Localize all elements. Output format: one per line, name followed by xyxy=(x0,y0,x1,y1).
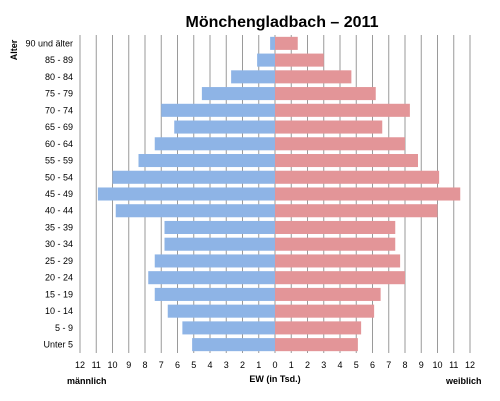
x-tick-label: 10 xyxy=(432,360,442,370)
bar-female xyxy=(275,170,440,184)
x-tick-label: 3 xyxy=(321,360,326,370)
bar-male xyxy=(154,254,275,268)
x-tick-label: 12 xyxy=(465,360,475,370)
bar-female xyxy=(275,120,383,134)
bar-male xyxy=(174,120,275,134)
bar-male xyxy=(164,220,275,235)
x-tick-label: 6 xyxy=(175,360,180,370)
x-tick-label: 6 xyxy=(370,360,375,370)
bar-male xyxy=(231,70,275,84)
bar-female xyxy=(275,271,405,285)
female-label: weiblich xyxy=(445,376,482,386)
bar-female xyxy=(275,204,438,218)
bar-female xyxy=(275,220,396,235)
age-group-label: Unter 5 xyxy=(43,340,73,350)
age-group-label: 45 - 49 xyxy=(45,189,73,199)
bar-male xyxy=(167,304,275,318)
bar-male xyxy=(154,137,275,151)
x-tick-label: 8 xyxy=(402,360,407,370)
age-group-label: 25 - 29 xyxy=(45,256,73,266)
age-group-label: 75 - 79 xyxy=(45,89,73,99)
age-group-label: 30 - 34 xyxy=(45,239,73,249)
age-group-label: 35 - 39 xyxy=(45,222,73,232)
bars xyxy=(97,36,461,352)
x-tick-label: 7 xyxy=(386,360,391,370)
x-tick-label: 7 xyxy=(159,360,164,370)
age-group-label: 50 - 54 xyxy=(45,172,73,182)
bar-male xyxy=(161,103,275,117)
bar-male xyxy=(182,321,275,335)
bar-male xyxy=(201,87,275,101)
bar-female xyxy=(275,70,352,84)
x-tick-label: 10 xyxy=(107,360,117,370)
x-tick-label: 3 xyxy=(224,360,229,370)
age-group-label: 5 - 9 xyxy=(55,323,73,333)
x-tick-label: 8 xyxy=(142,360,147,370)
age-group-labels: 90 und älter 85 - 89 80 - 84 75 - 79 70 - 74… xyxy=(25,38,73,349)
bar-male xyxy=(115,204,275,218)
x-tick-label: 5 xyxy=(191,360,196,370)
bar-male xyxy=(270,36,275,50)
chart-title: Mönchengladbach – 2011 xyxy=(186,14,379,31)
bar-female xyxy=(275,36,298,50)
bar-female xyxy=(275,237,396,251)
x-tick-label: 5 xyxy=(354,360,359,370)
bar-female xyxy=(275,321,362,335)
bar-female xyxy=(275,287,381,301)
x-tick-label: 11 xyxy=(449,360,458,370)
x-tick-label: 0 xyxy=(272,360,277,370)
bar-female xyxy=(275,53,324,67)
x-tick-label: 4 xyxy=(207,360,212,370)
x-tick-label: 12 xyxy=(75,360,85,370)
bar-male xyxy=(138,153,275,168)
bar-male xyxy=(257,53,275,67)
age-group-label: 55 - 59 xyxy=(45,156,73,166)
bar-female xyxy=(275,338,358,352)
bar-male xyxy=(112,170,275,184)
bar-female xyxy=(275,254,401,268)
age-group-label: 80 - 84 xyxy=(45,72,73,82)
bar-female xyxy=(275,304,375,318)
y-axis-label: Alter xyxy=(9,39,19,60)
age-group-label: 10 - 14 xyxy=(45,306,73,316)
x-tick-label: 1 xyxy=(289,360,294,370)
bar-male xyxy=(97,187,275,201)
bar-female xyxy=(275,187,461,201)
x-tick-label: 1 xyxy=(256,360,261,370)
age-group-label: 20 - 24 xyxy=(45,273,73,283)
bar-female xyxy=(275,137,405,151)
age-group-label: 40 - 44 xyxy=(45,206,73,216)
bar-female xyxy=(275,87,376,101)
bar-male xyxy=(154,287,275,301)
x-tick-labels: 12 11 10 9 8 7 6 5 4 3 2 1 0 1 2 3 4 5 6 7 8 9 10 11 12 xyxy=(75,360,475,370)
x-tick-label: 2 xyxy=(240,360,245,370)
age-group-label: 85 - 89 xyxy=(45,55,73,65)
age-group-label: 15 - 19 xyxy=(45,289,73,299)
x-axis-label: EW (in Tsd.) xyxy=(249,374,300,384)
x-tick-label: 4 xyxy=(337,360,342,370)
male-label: männlich xyxy=(67,376,107,386)
bar-female xyxy=(275,103,410,117)
bar-female xyxy=(275,153,418,168)
x-tick-label: 9 xyxy=(419,360,424,370)
age-group-label: 70 - 74 xyxy=(45,105,73,115)
x-tick-label: 2 xyxy=(305,360,310,370)
x-tick-label: 11 xyxy=(92,360,101,370)
bar-male xyxy=(164,237,275,251)
bar-male xyxy=(148,271,275,285)
age-group-label: 65 - 69 xyxy=(45,122,73,132)
x-tick-label: 9 xyxy=(126,360,131,370)
age-group-label: 90 und älter xyxy=(25,38,73,48)
bar-male xyxy=(192,338,275,352)
age-group-label: 60 - 64 xyxy=(45,139,73,149)
